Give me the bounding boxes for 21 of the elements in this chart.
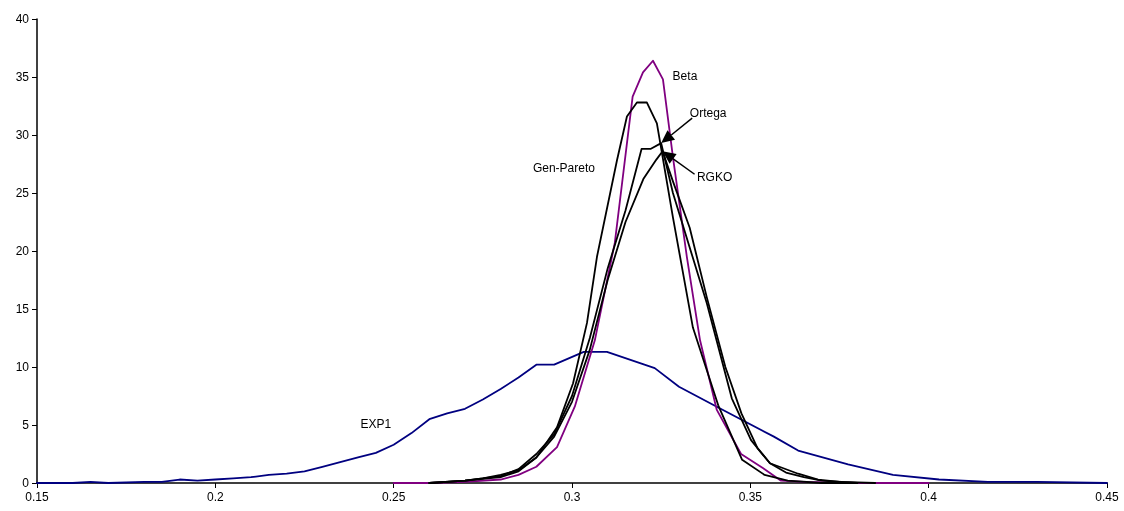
x-tick-label: 0.25 bbox=[381, 490, 406, 504]
series-label: RGKO bbox=[696, 170, 733, 185]
y-tick-label: 35 bbox=[15, 70, 30, 84]
y-tick-label: 10 bbox=[15, 360, 30, 374]
y-tick-label: 20 bbox=[15, 244, 30, 258]
y-tick-label: 25 bbox=[15, 186, 30, 200]
series-label: Gen-Pareto bbox=[532, 160, 596, 175]
series-label: Beta bbox=[672, 68, 698, 83]
x-tick-label: 0.45 bbox=[1095, 490, 1119, 504]
x-tick-label: 0.3 bbox=[563, 490, 581, 504]
y-tick-label: 5 bbox=[22, 418, 30, 432]
x-tick-label: 0.35 bbox=[738, 490, 763, 504]
y-tick-label: 0 bbox=[22, 476, 30, 490]
y-tick-label: 40 bbox=[15, 12, 30, 26]
y-tick-label: 30 bbox=[15, 128, 30, 142]
x-tick-label: 0.4 bbox=[920, 490, 938, 504]
y-tick-label: 15 bbox=[15, 302, 30, 316]
series-label: EXP1 bbox=[360, 416, 392, 431]
x-tick-label: 0.15 bbox=[25, 490, 49, 504]
x-tick-label: 0.2 bbox=[206, 490, 224, 504]
text: Ortega bbox=[689, 106, 727, 121]
